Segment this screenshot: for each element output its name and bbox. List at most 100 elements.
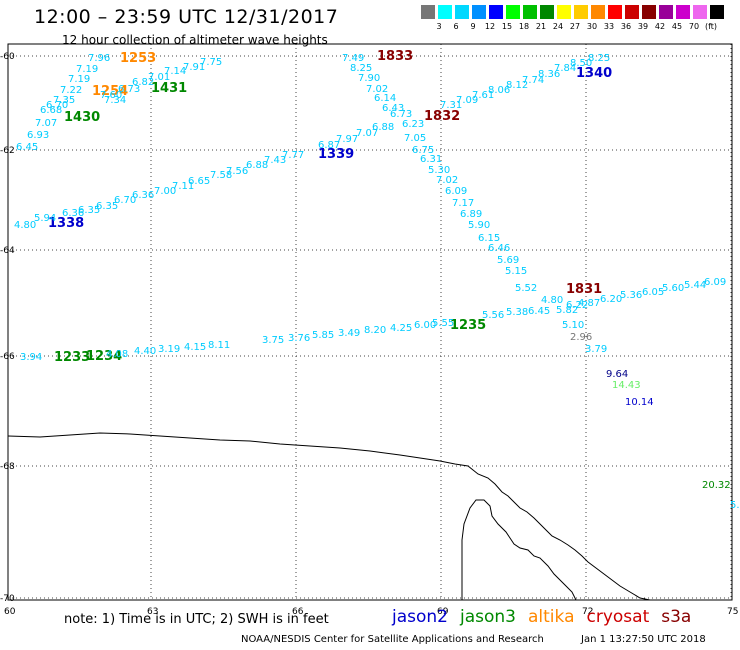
lat-tick-label: -62 [0,146,15,156]
swh-value: 7.58 [210,170,232,181]
scale-swatch [472,5,486,19]
swh-value: 7.14 [164,66,186,77]
scale-swatch [540,5,554,19]
scale-label: 27 [569,22,581,31]
swh-value: 5.94 [34,213,56,224]
scale-label: 24 [552,22,564,31]
swh-value: 4.15 [184,342,206,353]
swh-value: 6.68 [40,105,62,116]
swh-value: 7.01 [148,72,170,83]
scale-label: 21 [535,22,547,31]
swh-value: 5.38 [506,307,528,318]
scale-swatch [642,5,656,19]
swh-value: 6.14 [374,93,396,104]
swh-value: 8.12 [506,80,528,91]
swh-value: 2.96 [570,332,592,343]
scale-label: 36 [620,22,632,31]
swh-value: 4.40 [134,346,156,357]
swh-value: 6.70 [46,100,68,111]
swh-value: 8.36 [538,69,560,80]
swh-value: 6.35 [78,205,100,216]
swh-value: 6.22 [566,300,588,311]
axis-tick-labels: -60 -62 -64 -66 -68 -70 60 63 66 69 72 75 [0,52,738,617]
swh-value: 6.43 [382,103,404,114]
swh-value: 4.25 [390,323,412,334]
swh-value: 5.82 [556,305,578,316]
footnote: note: 1) Time is in UTC; 2) SWH is in fe… [64,612,329,627]
swh-value: 7.97 [336,134,358,145]
swh-value: 7.75 [200,57,222,68]
pass-time-label: 1234 [86,349,122,364]
scale-label: 30 [586,22,598,31]
swh-value: 7.35 [53,95,75,106]
swh-value: 4.87 [578,298,600,309]
scale-label: 18 [518,22,530,31]
swh-value: 8.25 [350,63,372,74]
swh-value: 6.45 [16,142,38,153]
swh-value: 7.19 [76,64,98,75]
swh-value: 7.43 [264,155,286,166]
swh-value: 5.85 [312,330,334,341]
swh-value: 3.75 [262,335,284,346]
lon-tick-label: 69 [437,607,449,617]
swh-value: 6.09 [704,277,726,288]
swh-value: 20.32 [702,480,731,491]
swh-value: 3.76 [288,333,310,344]
pass-time-label: 1833 [377,49,413,64]
swh-value: 14.43 [612,380,641,391]
swh-value: 4.80 [541,295,563,306]
swh-value: 4.08 [106,349,128,360]
swh-value: 8.06 [488,85,510,96]
scale-swatch [523,5,537,19]
swh-value: 7.00 [154,186,176,197]
swh-value: 9.64 [606,369,628,380]
scale-swatch [421,5,435,19]
satellite-legend: jason2 jason3 altika cryosat s3a [392,607,703,627]
swh-value: 6.89 [460,209,482,220]
swh-value: 5.69 [497,255,519,266]
pass-time-label: 1338 [48,216,84,231]
swh-value: 7.90 [358,73,380,84]
swh-value: 3.49 [338,328,360,339]
swh-value: 7.31 [440,100,462,111]
scale-label: 45 [671,22,683,31]
swh-value: 6.73 [118,84,140,95]
swh-value: 8.50 [570,58,592,69]
scale-label: 12 [484,22,496,31]
swh-value: 6.05 [642,287,664,298]
pass-time-label: 1233 [54,350,90,365]
swh-value: 6.88 [246,160,268,171]
pass-time-label: 1339 [318,147,354,162]
scale-swatch [455,5,469,19]
scale-swatch [438,5,452,19]
antarctic-coastline [7,432,670,601]
scale-swatch [574,5,588,19]
swh-value: 6.87 [318,140,340,151]
legend-altika: altika [528,607,575,627]
lat-lon-grid [7,43,733,601]
pass-time-label: 1831 [566,282,602,297]
swh-value: 7.11 [172,181,194,192]
scale-swatch [557,5,571,19]
lon-tick-label: 66 [292,607,304,617]
swh-value: 7.84 [554,63,576,74]
swh-value: 7.49 [342,53,364,64]
scale-swatch [506,5,520,19]
swh-value: 6.31 [420,154,442,165]
swh-value: 3.19 [158,344,180,355]
swh-value: 7.96 [88,53,110,64]
swh-value: 8.11 [208,340,230,351]
swh-value: 6.20 [600,294,622,305]
swh-value: 7.07 [35,118,57,129]
swh-value: 5.10 [562,320,584,331]
lon-tick-label: 75 [727,607,738,617]
lat-tick-label: -68 [0,462,15,472]
map-title: 12:00 – 23:59 UTC 12/31/2017 [34,6,339,28]
swh-value: 6.09 [445,186,467,197]
scale-swatch [489,5,503,19]
scale-swatch [659,5,673,19]
scale-label: 42 [654,22,666,31]
legend-jason3: jason3 [460,607,516,627]
swh-value: 3.79 [585,344,607,355]
